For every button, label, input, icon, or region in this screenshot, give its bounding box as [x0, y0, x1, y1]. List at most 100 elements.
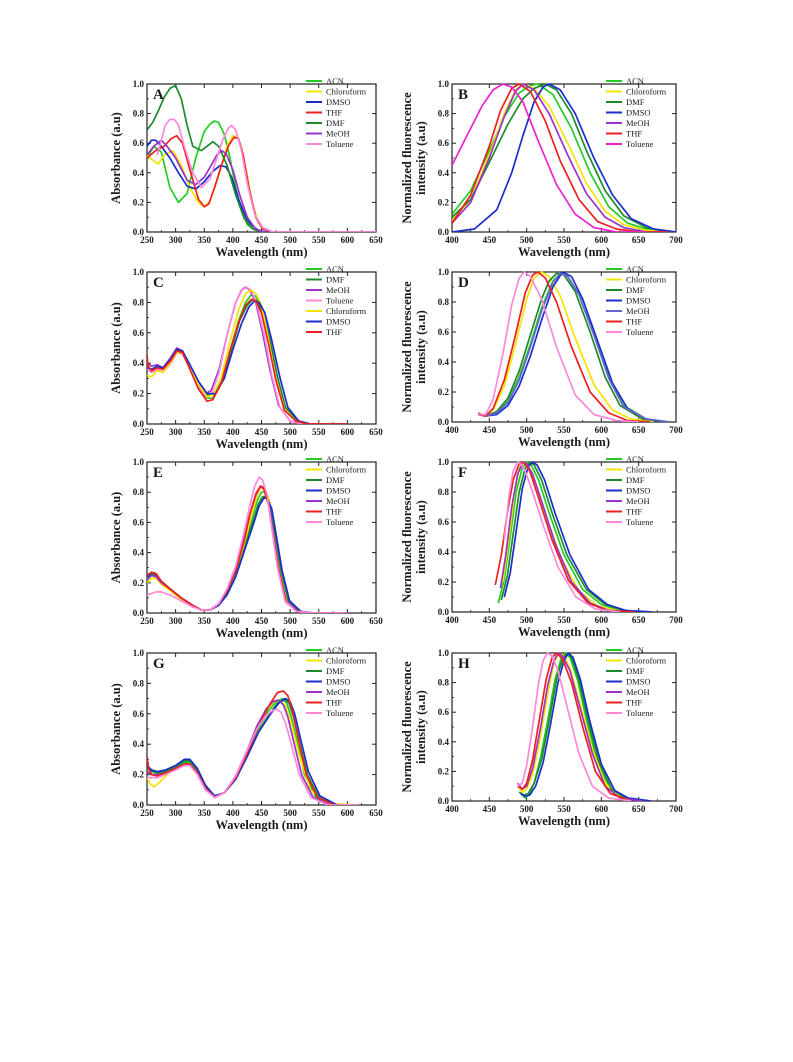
x-tick-label: 650 — [632, 615, 646, 625]
x-tick-label: 450 — [483, 804, 497, 814]
y-tick-label: 0.4 — [133, 358, 145, 368]
y-tick-label: 0.0 — [438, 417, 450, 427]
y-tick-label: 0.6 — [133, 709, 145, 719]
y-axis-title-line2: intensity (a.u) — [414, 500, 428, 574]
legend-label: DMF — [626, 475, 645, 485]
x-tick-label: 700 — [669, 425, 683, 435]
y-tick-label: 0.0 — [438, 607, 450, 617]
series-line-acn — [147, 120, 376, 232]
legend-label: THF — [326, 108, 342, 118]
y-tick-label: 0.2 — [133, 389, 145, 399]
x-tick-label: 550 — [312, 427, 326, 437]
y-tick-label: 1.0 — [438, 648, 450, 658]
x-tick-label: 400 — [226, 235, 240, 245]
x-axis-title: Wavelength (nm) — [215, 818, 307, 832]
legend-label: Chloroform — [326, 465, 367, 475]
legend-label: THF — [326, 507, 342, 517]
y-tick-label: 0.8 — [133, 109, 145, 119]
series-line-dmso — [147, 697, 359, 805]
x-tick-label: 550 — [557, 235, 571, 245]
legend-label: ACN — [326, 264, 344, 274]
panel-a: 250 300 350 400 450 500 550 600 650 0.0 0.2 0.4 0.6 0… — [109, 76, 383, 259]
series-line-dmso — [477, 271, 669, 422]
panel-letter: H — [458, 656, 470, 672]
legend-label: Toluene — [326, 708, 353, 718]
legend-label: Chloroform — [626, 275, 667, 285]
legend-label: DMSO — [626, 296, 651, 306]
x-tick-label: 500 — [520, 235, 534, 245]
series-line-toluene — [147, 708, 359, 805]
x-tick-label: 600 — [595, 615, 609, 625]
x-tick-label: 350 — [198, 616, 212, 626]
x-tick-label: 400 — [445, 235, 459, 245]
x-tick-label: 300 — [169, 427, 183, 437]
x-tick-label: 400 — [226, 427, 240, 437]
x-tick-label: 500 — [283, 616, 297, 626]
x-tick-label: 650 — [369, 427, 383, 437]
legend-label: DMSO — [326, 317, 351, 327]
legend-label: THF — [626, 129, 642, 139]
panel-f: 400 450 500 550 600 650 700 0.0 0.2 0.4 0.6 0.8 1.0 W… — [400, 454, 683, 639]
series-group — [452, 83, 676, 232]
y-tick-label: 0.6 — [438, 707, 450, 717]
series-group — [494, 461, 653, 612]
series-line-toluene — [147, 286, 348, 424]
y-tick-label: 1.0 — [438, 267, 450, 277]
y-tick-label: 0.4 — [438, 357, 450, 367]
y-axis-title-line2: intensity (a.u) — [414, 310, 428, 384]
y-axis-title-line1: Normalized fluorescence — [400, 661, 414, 793]
series-line-acn — [497, 461, 647, 612]
x-tick-label: 550 — [557, 425, 571, 435]
y-tick-label: 0.2 — [438, 766, 450, 776]
x-tick-label: 350 — [198, 808, 212, 818]
x-tick-label: 400 — [226, 616, 240, 626]
series-line-toluene — [452, 83, 647, 232]
series-line-toluene — [478, 271, 639, 422]
legend-label: Toluene — [626, 139, 653, 149]
y-axis-title: Absorbance (a.u) — [109, 492, 123, 584]
x-tick-label: 400 — [226, 808, 240, 818]
y-axis-title: Absorbance (a.u) — [109, 302, 123, 394]
legend-label: Toluene — [626, 708, 653, 718]
y-tick-label: 0.4 — [133, 168, 145, 178]
series-line-toluene — [517, 652, 632, 801]
series-group — [147, 84, 376, 232]
x-tick-label: 600 — [595, 425, 609, 435]
legend-label: DMF — [326, 275, 345, 285]
legend-label: Toluene — [326, 296, 353, 306]
y-tick-label: 1.0 — [133, 648, 145, 658]
x-tick-label: 450 — [255, 808, 269, 818]
panel-h: 400 450 500 550 600 650 700 0.0 0.2 0.4 0.6 0.8 1.0 W… — [400, 645, 683, 828]
y-tick-label: 1.0 — [133, 267, 145, 277]
y-tick-label: 0.6 — [133, 138, 145, 148]
series-line-dmf — [477, 272, 669, 422]
x-tick-label: 450 — [483, 425, 497, 435]
legend-label: THF — [626, 507, 642, 517]
x-tick-label: 700 — [669, 615, 683, 625]
panel-letter: A — [153, 87, 164, 103]
y-tick-label: 0.0 — [133, 800, 145, 810]
y-tick-label: 1.0 — [438, 457, 450, 467]
x-axis-title: Wavelength (nm) — [518, 814, 610, 828]
series-line-dmso — [520, 652, 651, 801]
x-tick-label: 250 — [140, 235, 154, 245]
legend-label: MeOH — [626, 687, 650, 697]
series-line-chloroform — [477, 271, 654, 422]
series-line-meoh — [147, 286, 348, 424]
x-tick-label: 600 — [341, 427, 355, 437]
y-axis-title-line1: Normalized fluorescence — [400, 281, 414, 413]
x-axis-title: Wavelength (nm) — [518, 245, 610, 259]
panel-letter: B — [458, 87, 468, 103]
series-line-dmf — [147, 298, 348, 424]
panel-letter: E — [153, 465, 163, 481]
series-group — [477, 271, 669, 422]
legend-label: Toluene — [626, 517, 653, 527]
y-tick-label: 0.8 — [438, 678, 450, 688]
series-line-acn — [147, 293, 348, 424]
legend-label: ACN — [626, 454, 644, 464]
x-tick-label: 300 — [169, 808, 183, 818]
x-tick-label: 600 — [341, 808, 355, 818]
x-tick-label: 500 — [520, 804, 534, 814]
y-tick-label: 0.8 — [438, 109, 450, 119]
legend-label: MeOH — [626, 496, 650, 506]
